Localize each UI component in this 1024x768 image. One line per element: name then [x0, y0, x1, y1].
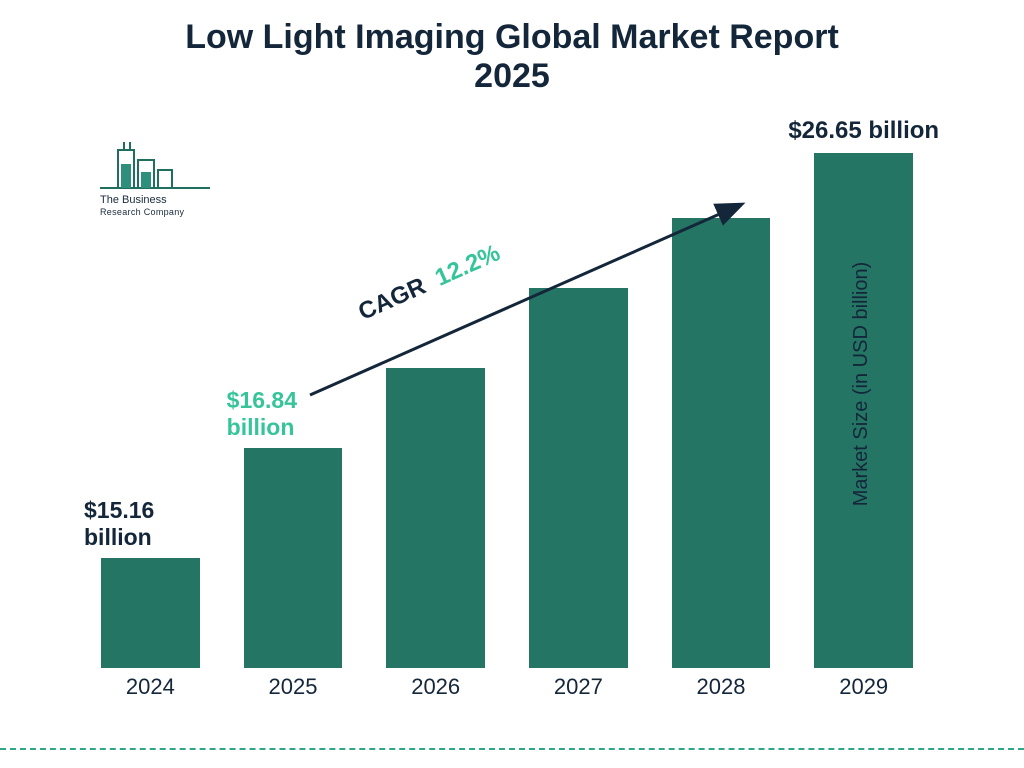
title-line1: Low Light Imaging Global Market Report — [185, 18, 839, 56]
bars-group: $15.16 billion $16.84 billion — [80, 120, 934, 668]
data-label-2024: $15.16 billion — [84, 497, 253, 550]
bar-slot-2025: $16.84 billion — [233, 448, 354, 668]
bar-slot-2024: $15.16 billion — [90, 558, 211, 668]
data-label-2025-line1: $16.84 — [227, 387, 297, 413]
data-label-2024-line1: $15.16 — [84, 497, 154, 523]
bar-2028 — [672, 218, 771, 668]
data-label-2024-line2: billion — [84, 524, 152, 550]
x-label-2029: 2029 — [803, 674, 924, 708]
data-label-2025-line2: billion — [227, 414, 295, 440]
bar-slot-2026 — [375, 368, 496, 668]
bar-slot-2028 — [661, 218, 782, 668]
bar-2026 — [386, 368, 485, 668]
x-axis-labels: 2024 2025 2026 2027 2028 2029 — [80, 668, 934, 708]
x-label-2026: 2026 — [375, 674, 496, 708]
x-label-2027: 2027 — [518, 674, 639, 708]
title-line2: 2025 — [474, 57, 550, 95]
x-label-2024: 2024 — [90, 674, 211, 708]
data-label-2025: $16.84 billion — [227, 387, 396, 440]
data-label-2029-line1: $26.65 billion — [788, 117, 939, 144]
y-axis-label: Market Size (in USD billion) — [850, 262, 873, 507]
x-label-2028: 2028 — [661, 674, 782, 708]
bar-2025 — [244, 448, 343, 668]
data-label-2029: $26.65 billion — [743, 117, 984, 145]
x-label-2025: 2025 — [233, 674, 354, 708]
bar-slot-2027 — [518, 288, 639, 668]
bar-2024 — [101, 558, 200, 668]
chart-area: $15.16 billion $16.84 billion — [80, 120, 934, 708]
footer-dashed-line — [0, 748, 1024, 750]
bar-2027 — [529, 288, 628, 668]
chart-container: Low Light Imaging Global Market Report 2… — [0, 0, 1024, 768]
chart-title: Low Light Imaging Global Market Report 2… — [0, 18, 1024, 96]
